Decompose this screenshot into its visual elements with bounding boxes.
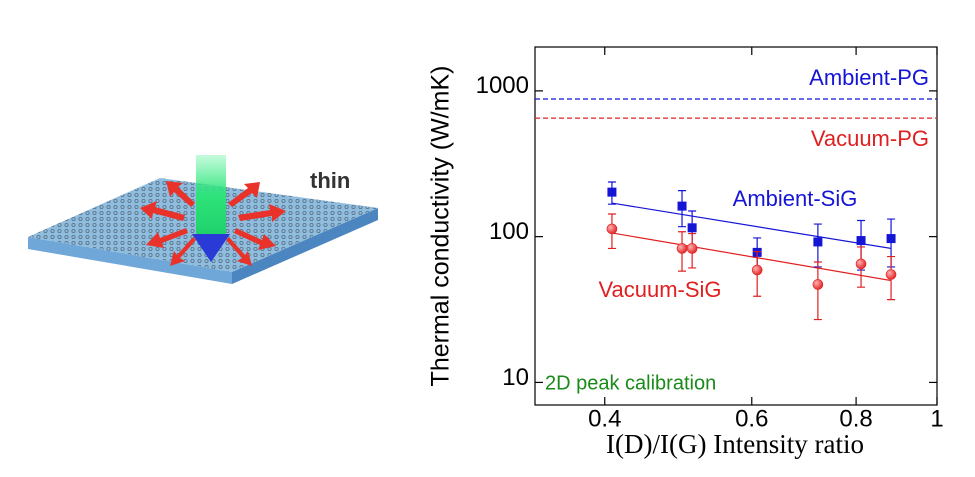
laser-beam [196, 155, 226, 237]
illustration: thin [28, 155, 378, 284]
data-point [813, 237, 823, 247]
data-point [607, 187, 617, 197]
y-tick-label: 1000 [476, 72, 529, 99]
y-tick-label: 10 [502, 364, 529, 391]
reference-label: Vacuum-PG [811, 126, 929, 151]
heat-arrows [140, 181, 286, 266]
data-point [855, 258, 867, 270]
laser-head [192, 234, 230, 262]
series-label: Vacuum-SiG [598, 277, 721, 302]
data-point [886, 234, 896, 244]
plot-frame [534, 46, 938, 406]
x-tick-label: 0.4 [588, 405, 621, 432]
x-tick-label: 0.8 [839, 405, 872, 432]
slab-side [28, 237, 232, 284]
data-point [812, 279, 824, 290]
data-point [677, 201, 687, 211]
data-point [676, 243, 688, 254]
fit-line [611, 202, 892, 250]
fit-line [611, 232, 892, 282]
slab-side [232, 208, 378, 284]
y-tick-label: 100 [489, 218, 529, 245]
y-axis-label: Thermal conductivity (W/mK) [427, 66, 455, 387]
data-point [687, 223, 697, 233]
data-point [751, 264, 763, 276]
x-tick-label: 1 [930, 405, 943, 432]
annotation: 2D peak calibration [545, 372, 716, 394]
x-axis-label: I(D)/I(G) Intensity ratio [606, 429, 864, 459]
x-tick-label: 0.6 [735, 405, 768, 432]
error-bar [813, 261, 822, 321]
illustration-label: thin [310, 168, 350, 193]
series-label: Ambient-SiG [733, 186, 858, 211]
data-point [686, 243, 698, 254]
reference-label: Ambient-PG [809, 65, 929, 90]
data-point [885, 269, 897, 280]
data-point [606, 223, 618, 235]
data-point [856, 236, 866, 246]
